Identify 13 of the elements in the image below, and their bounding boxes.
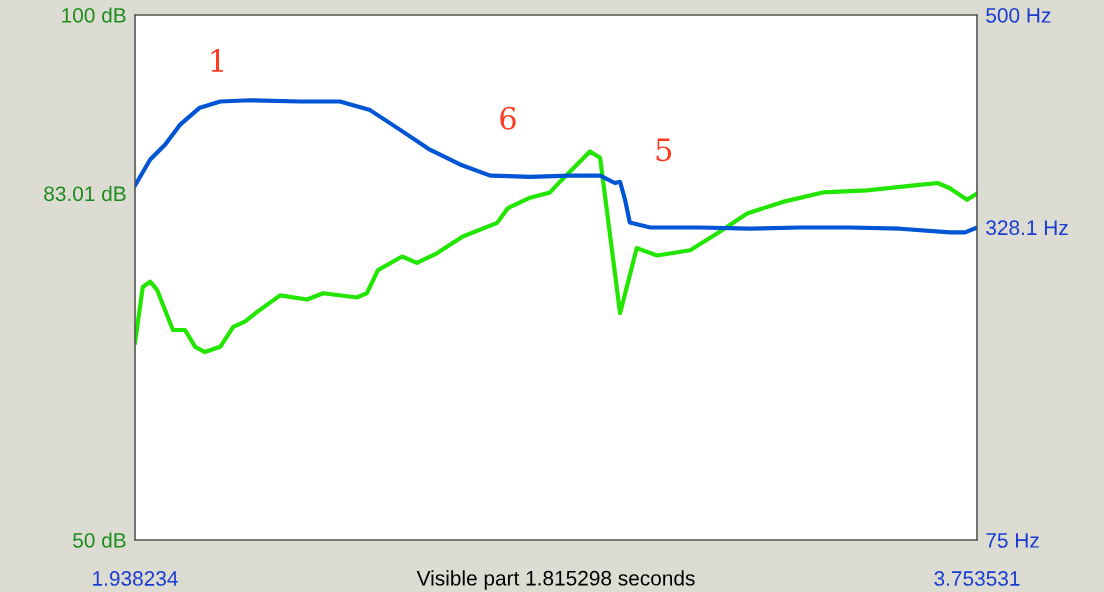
x-axis-title: Visible part 1.815298 seconds	[416, 570, 695, 590]
y-tick-label: 50 dB	[73, 532, 126, 548]
annotation: 5	[656, 138, 672, 162]
y-tick-label: 83.01 dB	[44, 185, 126, 202]
line-series	[135, 98, 977, 235]
y-tick-label: 100 dB	[62, 7, 126, 23]
x-tick-label: 1.938234	[93, 571, 178, 586]
x-tick-label: 3.753531	[934, 571, 1020, 586]
y2-tick-label: 75 Hz	[986, 533, 1039, 548]
y2-tick-label: 328.1 Hz	[986, 220, 1068, 236]
y2-tick-label: 500 Hz	[986, 8, 1051, 23]
annotation: 6	[500, 106, 516, 130]
annotation: 1	[211, 48, 223, 72]
